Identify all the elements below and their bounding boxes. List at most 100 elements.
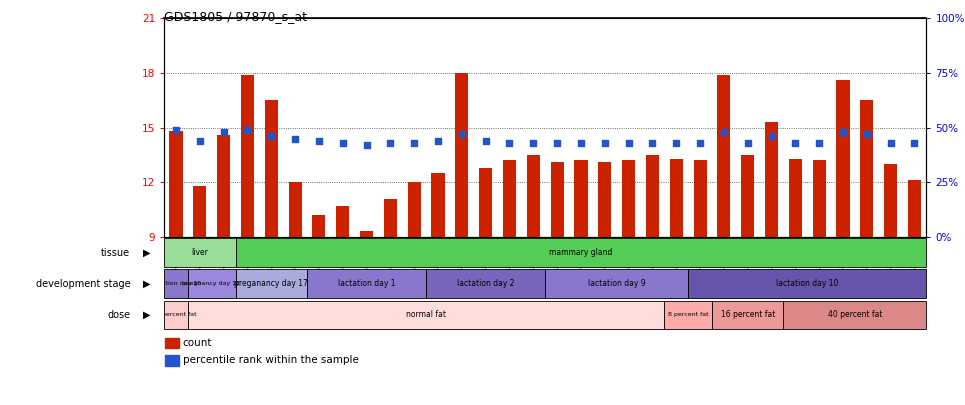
Bar [551, 162, 564, 237]
Text: ▶: ▶ [143, 310, 151, 320]
Text: 16 percent fat: 16 percent fat [721, 310, 775, 320]
Point [836, 129, 851, 135]
Point [359, 142, 374, 148]
Bar [170, 131, 182, 237]
Bar [455, 73, 468, 237]
FancyBboxPatch shape [784, 301, 926, 329]
Point [192, 137, 207, 144]
Bar [217, 135, 231, 237]
Point [645, 140, 660, 146]
Point [216, 129, 232, 135]
Point [907, 140, 923, 146]
Point [239, 126, 255, 133]
FancyBboxPatch shape [164, 269, 188, 298]
Text: development stage: development stage [36, 279, 130, 289]
Bar [765, 122, 778, 237]
Point [692, 140, 707, 146]
FancyBboxPatch shape [188, 301, 664, 329]
Bar [193, 186, 207, 237]
Bar [241, 75, 254, 237]
Point [502, 140, 517, 146]
Bar [166, 338, 179, 348]
Bar [908, 181, 921, 237]
Bar [622, 160, 635, 237]
Text: ▶: ▶ [143, 247, 151, 258]
Bar [289, 182, 302, 237]
Bar [813, 160, 826, 237]
FancyBboxPatch shape [307, 269, 427, 298]
Point [549, 140, 565, 146]
Text: lactation day 10: lactation day 10 [776, 279, 839, 288]
Point [168, 126, 183, 133]
Text: lactation day 2: lactation day 2 [456, 279, 514, 288]
Point [526, 140, 541, 146]
Point [263, 133, 279, 140]
Bar [837, 80, 849, 237]
Point [787, 140, 803, 146]
Point [740, 140, 756, 146]
Text: preganancy day 17: preganancy day 17 [234, 279, 308, 288]
Text: normal fat: normal fat [406, 310, 446, 320]
FancyBboxPatch shape [712, 301, 784, 329]
Text: 8 percent fat: 8 percent fat [668, 312, 708, 318]
Bar [646, 155, 659, 237]
Point [669, 140, 684, 146]
Bar [313, 215, 325, 237]
Bar [574, 160, 588, 237]
Bar [166, 355, 179, 365]
Point [716, 129, 731, 135]
Text: lactation day 1: lactation day 1 [338, 279, 396, 288]
Bar [670, 159, 683, 237]
Bar [884, 164, 897, 237]
Text: count: count [183, 338, 212, 348]
Bar [527, 155, 539, 237]
Bar [431, 173, 445, 237]
Point [383, 140, 399, 146]
Point [288, 135, 303, 142]
Point [573, 140, 589, 146]
Text: percentile rank within the sample: percentile rank within the sample [183, 355, 359, 365]
Point [335, 140, 350, 146]
Bar [694, 160, 706, 237]
Text: pregnancy day 12: pregnancy day 12 [183, 281, 240, 286]
Bar [788, 159, 802, 237]
Point [597, 140, 613, 146]
Text: liver: liver [191, 248, 208, 257]
Text: 8 percent fat: 8 percent fat [155, 312, 196, 318]
Text: lactation day 10: lactation day 10 [151, 281, 202, 286]
Point [311, 137, 326, 144]
Text: lactation day 9: lactation day 9 [588, 279, 646, 288]
FancyBboxPatch shape [427, 269, 545, 298]
FancyBboxPatch shape [164, 238, 235, 267]
FancyBboxPatch shape [188, 269, 235, 298]
Text: GDS1805 / 97870_s_at: GDS1805 / 97870_s_at [164, 10, 307, 23]
FancyBboxPatch shape [688, 269, 926, 298]
Text: ▶: ▶ [143, 279, 151, 289]
Point [478, 137, 493, 144]
Text: 40 percent fat: 40 percent fat [828, 310, 882, 320]
Point [430, 137, 446, 144]
FancyBboxPatch shape [664, 301, 712, 329]
Point [406, 140, 422, 146]
Bar [717, 75, 731, 237]
Bar [860, 100, 873, 237]
Point [883, 140, 898, 146]
Text: tissue: tissue [101, 247, 130, 258]
Bar [741, 155, 755, 237]
Point [455, 131, 470, 137]
Point [859, 131, 874, 137]
FancyBboxPatch shape [235, 238, 926, 267]
Bar [598, 162, 612, 237]
Text: dose: dose [107, 310, 130, 320]
Text: mammary gland: mammary gland [549, 248, 613, 257]
Bar [479, 168, 492, 237]
Bar [384, 199, 397, 237]
FancyBboxPatch shape [545, 269, 688, 298]
Point [620, 140, 636, 146]
Point [812, 140, 827, 146]
Bar [360, 232, 373, 237]
Bar [264, 100, 278, 237]
FancyBboxPatch shape [235, 269, 307, 298]
Bar [336, 206, 349, 237]
Point [764, 133, 780, 140]
